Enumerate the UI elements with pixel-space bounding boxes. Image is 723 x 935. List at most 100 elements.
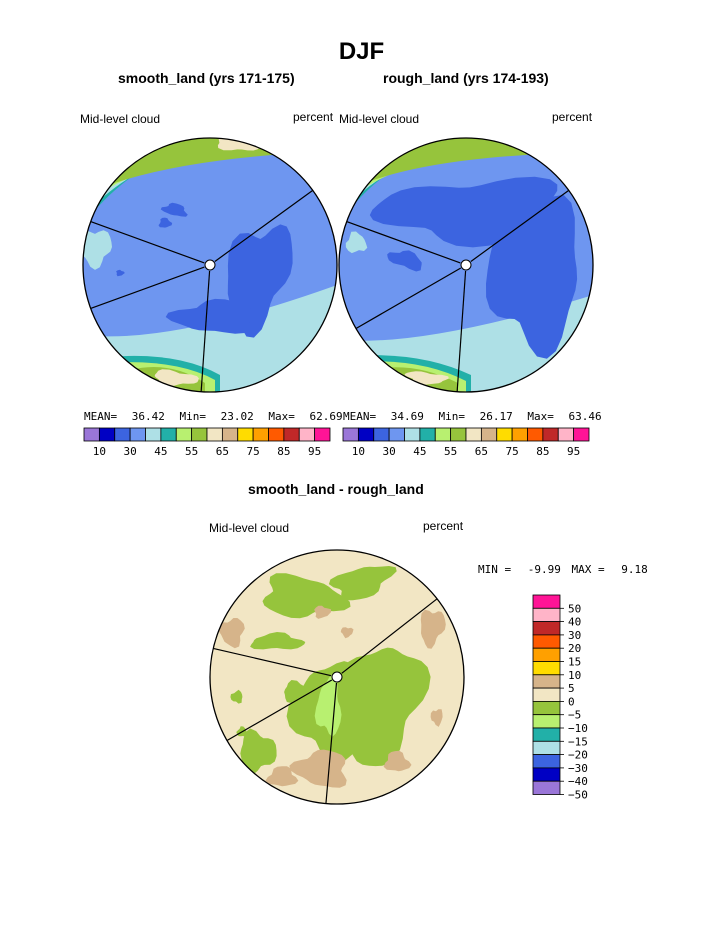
smooth-contour-region bbox=[154, 369, 199, 386]
smooth-colorbar-box bbox=[314, 427, 331, 442]
smooth-meridian-line bbox=[90, 266, 205, 310]
diff-contour-region bbox=[262, 573, 351, 619]
rough-colorbar-tick-label: 45 bbox=[413, 445, 426, 458]
diff-colorbar-tick-label: −15 bbox=[568, 735, 588, 748]
diff-contour-region bbox=[289, 749, 347, 788]
rough-contour-region bbox=[345, 231, 368, 254]
diff-map-border bbox=[209, 549, 465, 805]
rough-meridian-line bbox=[355, 267, 462, 330]
rough-meridian-line bbox=[346, 220, 461, 264]
rough-colorbar-box bbox=[542, 427, 559, 442]
rough-colorbar-tick-label: 85 bbox=[536, 445, 549, 458]
smooth-colorbar-tick-label: 75 bbox=[247, 445, 260, 458]
smooth-colorbar-box bbox=[221, 427, 239, 442]
smooth-meridian-line bbox=[90, 220, 205, 264]
diff-colorbar-tick-label: 10 bbox=[568, 669, 581, 682]
diff-contour-region bbox=[314, 605, 332, 619]
rough-colorbar-tick-label: 55 bbox=[444, 445, 457, 458]
diff-colorbar-box bbox=[532, 621, 561, 636]
smooth-min-value: 23.02 bbox=[220, 410, 254, 423]
rough-colorbar-box bbox=[480, 427, 498, 442]
smooth-colorbar: 10 30 45 55 65 75 85 95 bbox=[83, 427, 331, 458]
smooth-contour-region bbox=[83, 230, 112, 270]
diff-meridian-line bbox=[325, 682, 338, 804]
diff-colorbar-tick-label: 0 bbox=[568, 695, 575, 708]
rough-colorbar-tick-label: 75 bbox=[506, 445, 519, 458]
diff-colorbar-tick-label: −10 bbox=[568, 722, 588, 735]
rough-contour-region bbox=[486, 194, 578, 359]
smooth-max-value: 62.69 bbox=[309, 410, 343, 423]
diff-meridian-line bbox=[213, 647, 332, 677]
diff-colorbar-box bbox=[532, 780, 561, 795]
rough-colorbar-box bbox=[573, 427, 590, 442]
smooth-colorbar-box bbox=[298, 427, 316, 442]
rough-colorbar-box bbox=[342, 427, 359, 442]
diff-colorbar-tick-label: −40 bbox=[568, 775, 588, 788]
diff-colorbar-tick-label: −30 bbox=[568, 762, 588, 775]
diff-contour-region bbox=[328, 566, 397, 601]
rough-max-value: 63.46 bbox=[568, 410, 602, 423]
diff-variable-label: Mid-level cloud bbox=[209, 521, 290, 535]
rough-colorbar-box bbox=[357, 427, 375, 442]
rough-pole-marker bbox=[460, 259, 472, 271]
diff-colorbar-tick-label: 30 bbox=[568, 629, 581, 642]
smooth-colorbar-tick-label: 85 bbox=[277, 445, 290, 458]
diff-colorbar-box bbox=[532, 647, 561, 662]
rough-max-label: Max= bbox=[527, 410, 554, 423]
smooth-variable-label: Mid-level cloud bbox=[80, 112, 161, 126]
diff-colorbar-tick-label: −20 bbox=[568, 749, 588, 762]
rough-colorbar-box bbox=[557, 427, 575, 442]
smooth-colorbar-box bbox=[98, 427, 116, 442]
smooth-colorbar-tick-label: 55 bbox=[185, 445, 198, 458]
diff-colorbar-box bbox=[532, 701, 561, 716]
rough-colorbar-tick-label: 10 bbox=[352, 445, 365, 458]
diff-min-value: -9.99 bbox=[527, 563, 561, 576]
diff-pole-marker bbox=[331, 671, 343, 683]
diff-contour-region bbox=[340, 627, 354, 639]
diff-contour-region bbox=[284, 680, 313, 704]
smooth-panel-title: smooth_land (yrs 171-175) bbox=[118, 70, 295, 86]
rough-contour-region bbox=[387, 250, 422, 272]
diff-units-label: percent bbox=[423, 519, 464, 533]
smooth-contour-region bbox=[116, 269, 125, 277]
diff-colorbar-box bbox=[532, 661, 561, 676]
diff-colorbar-tick-label: 40 bbox=[568, 616, 581, 629]
smooth-stats: MEAN= 36.42 Min= 23.02 Max= 62.69 bbox=[84, 410, 343, 423]
diff-colorbar-tick-label: 15 bbox=[568, 656, 581, 669]
smooth-pole-marker bbox=[204, 259, 216, 271]
diff-max-value: 9.18 bbox=[621, 563, 648, 576]
rough-mean-label: MEAN= bbox=[343, 410, 377, 423]
rough-colorbar-box bbox=[527, 427, 544, 442]
diff-colorbar-box bbox=[532, 740, 561, 755]
rough-colorbar-box bbox=[419, 427, 436, 442]
diff-meridian-line bbox=[341, 598, 438, 674]
rough-colorbar: 10 30 45 55 65 75 85 95 bbox=[342, 427, 590, 458]
rough-colorbar-box bbox=[404, 427, 421, 442]
smooth-mean-label: MEAN= bbox=[84, 410, 118, 423]
figure-title: DJF bbox=[338, 38, 385, 65]
rough-min-value: 26.17 bbox=[479, 410, 513, 423]
diff-map bbox=[209, 549, 465, 805]
diff-colorbar-box bbox=[532, 674, 561, 689]
rough-min-label: Min= bbox=[438, 410, 466, 423]
diff-contour-region bbox=[339, 647, 431, 767]
smooth-colorbar-box bbox=[160, 427, 177, 442]
diff-max-label: MAX = bbox=[571, 563, 605, 576]
diff-contour-region bbox=[430, 709, 443, 727]
diff-contour-region bbox=[314, 673, 342, 737]
smooth-meridian-line bbox=[200, 270, 211, 392]
diff-contour-region bbox=[420, 609, 446, 649]
smooth-colorbar-tick-label: 30 bbox=[124, 445, 137, 458]
smooth-map bbox=[82, 137, 338, 393]
smooth-colorbar-box bbox=[237, 427, 254, 442]
rough-colorbar-box bbox=[465, 427, 482, 442]
rough-map bbox=[338, 137, 594, 393]
rough-colorbar-box bbox=[511, 427, 528, 442]
smooth-map-border bbox=[82, 137, 338, 393]
rough-colorbar-box bbox=[388, 427, 405, 442]
diff-colorbar-box bbox=[532, 594, 561, 609]
rough-colorbar-box bbox=[434, 427, 452, 442]
smooth-max-label: Max= bbox=[268, 410, 295, 423]
rough-colorbar-box bbox=[496, 427, 513, 442]
smooth-contour-region bbox=[160, 202, 188, 217]
